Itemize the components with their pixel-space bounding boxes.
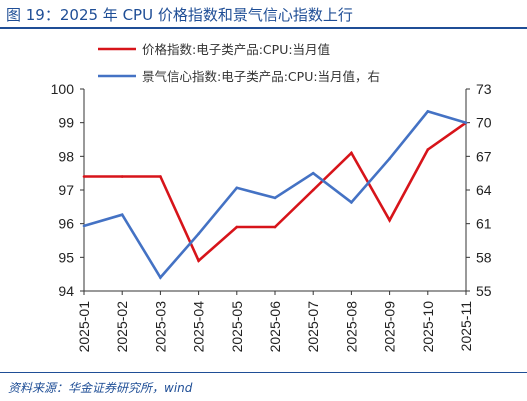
series-1-point [197,259,200,263]
legend-label-2: 景气信心指数:电子类产品:CPU:当月值，右 [142,69,380,84]
left-tick-label: 99 [58,115,74,131]
series-1-point [120,175,124,178]
title-rule [0,27,527,29]
x-tick-label: 2025-11 [458,301,474,352]
right-tick-label: 61 [476,216,492,232]
x-tick-label: 2025-06 [267,301,283,353]
line-chart: 94 95 96 97 98 99 100 55 58 61 64 67 70 73 2025-01 20… [51,42,492,353]
series-2-point [235,186,239,190]
x-tick-label: 2025-03 [152,301,168,353]
right-tick-label: 67 [476,148,492,164]
x-tick-label: 2025-10 [420,301,436,353]
right-tick-label: 70 [476,115,492,131]
left-tick-label: 95 [58,249,74,265]
left-tick-label: 96 [58,216,74,232]
series-2-point [350,201,353,204]
series-1-point [82,175,86,178]
x-tick-label: 2025-09 [382,301,398,353]
source-note: 资料来源：华金证券研究所，wind [8,381,193,395]
series-1-point [426,148,430,151]
series-2-point [120,213,124,216]
x-tick-label: 2025-08 [343,301,359,353]
series-2-point [388,157,391,160]
x-tick-label: 2025-07 [305,301,321,353]
series-1-point [311,188,315,192]
right-tick-label: 55 [476,283,492,299]
series-2-point [197,232,200,236]
series-1-point [350,151,353,155]
right-tick-label: 58 [476,249,492,265]
x-tick-label: 2025-05 [229,301,245,353]
series-1-point [159,175,162,178]
series-2-point [273,196,277,200]
series-1-point [235,225,239,229]
bottom-rule [0,372,527,373]
series-2-point [311,171,315,175]
figure-title: 图 19：2025 年 CPU 价格指数和景气信心指数上行 [6,6,353,24]
series-1-point [273,225,277,229]
series-line-1 [84,121,467,263]
x-tick-label: 2025-01 [76,301,92,353]
series-line-2 [83,109,467,280]
right-tick-label: 64 [476,182,492,198]
series-2-point [82,224,86,228]
series-1-point [388,219,391,222]
left-tick-label: 97 [58,182,74,198]
legend-label-1: 价格指数:电子类产品:CPU:当月值 [142,42,330,57]
series-2-point [464,121,468,124]
right-tick-label: 73 [476,81,492,97]
x-tick-label: 2025-04 [191,301,207,353]
series-2-point [159,276,162,279]
series-2-point [426,110,430,113]
left-tick-label: 98 [58,148,74,164]
left-tick-label: 100 [51,81,75,97]
left-tick-label: 94 [58,283,74,299]
x-tick-label: 2025-02 [114,301,130,353]
